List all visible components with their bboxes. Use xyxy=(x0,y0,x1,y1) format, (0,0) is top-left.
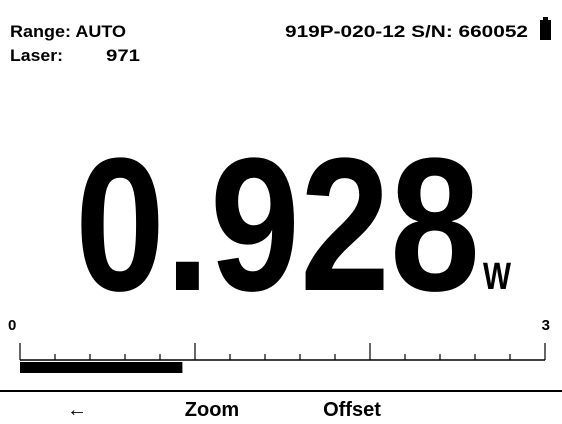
scale-ruler xyxy=(19,343,546,373)
reading-value: 0.928 xyxy=(75,119,480,331)
scale-max: 3 xyxy=(542,317,550,334)
softkey-back[interactable]: ← xyxy=(67,399,87,421)
laser-value: 971 xyxy=(106,46,140,65)
scale-min: 0 xyxy=(8,317,16,334)
reading-unit: W xyxy=(483,256,511,298)
range-label: Range: AUTO xyxy=(10,22,126,41)
laser-label: Laser: xyxy=(10,46,63,65)
power-bar xyxy=(20,362,183,373)
softkey-offset[interactable]: Offset xyxy=(323,399,381,421)
device-id: 919P-020-12 S/N: 660052 xyxy=(285,22,528,41)
softkey-zoom[interactable]: Zoom xyxy=(185,399,239,421)
battery-icon xyxy=(540,17,551,40)
